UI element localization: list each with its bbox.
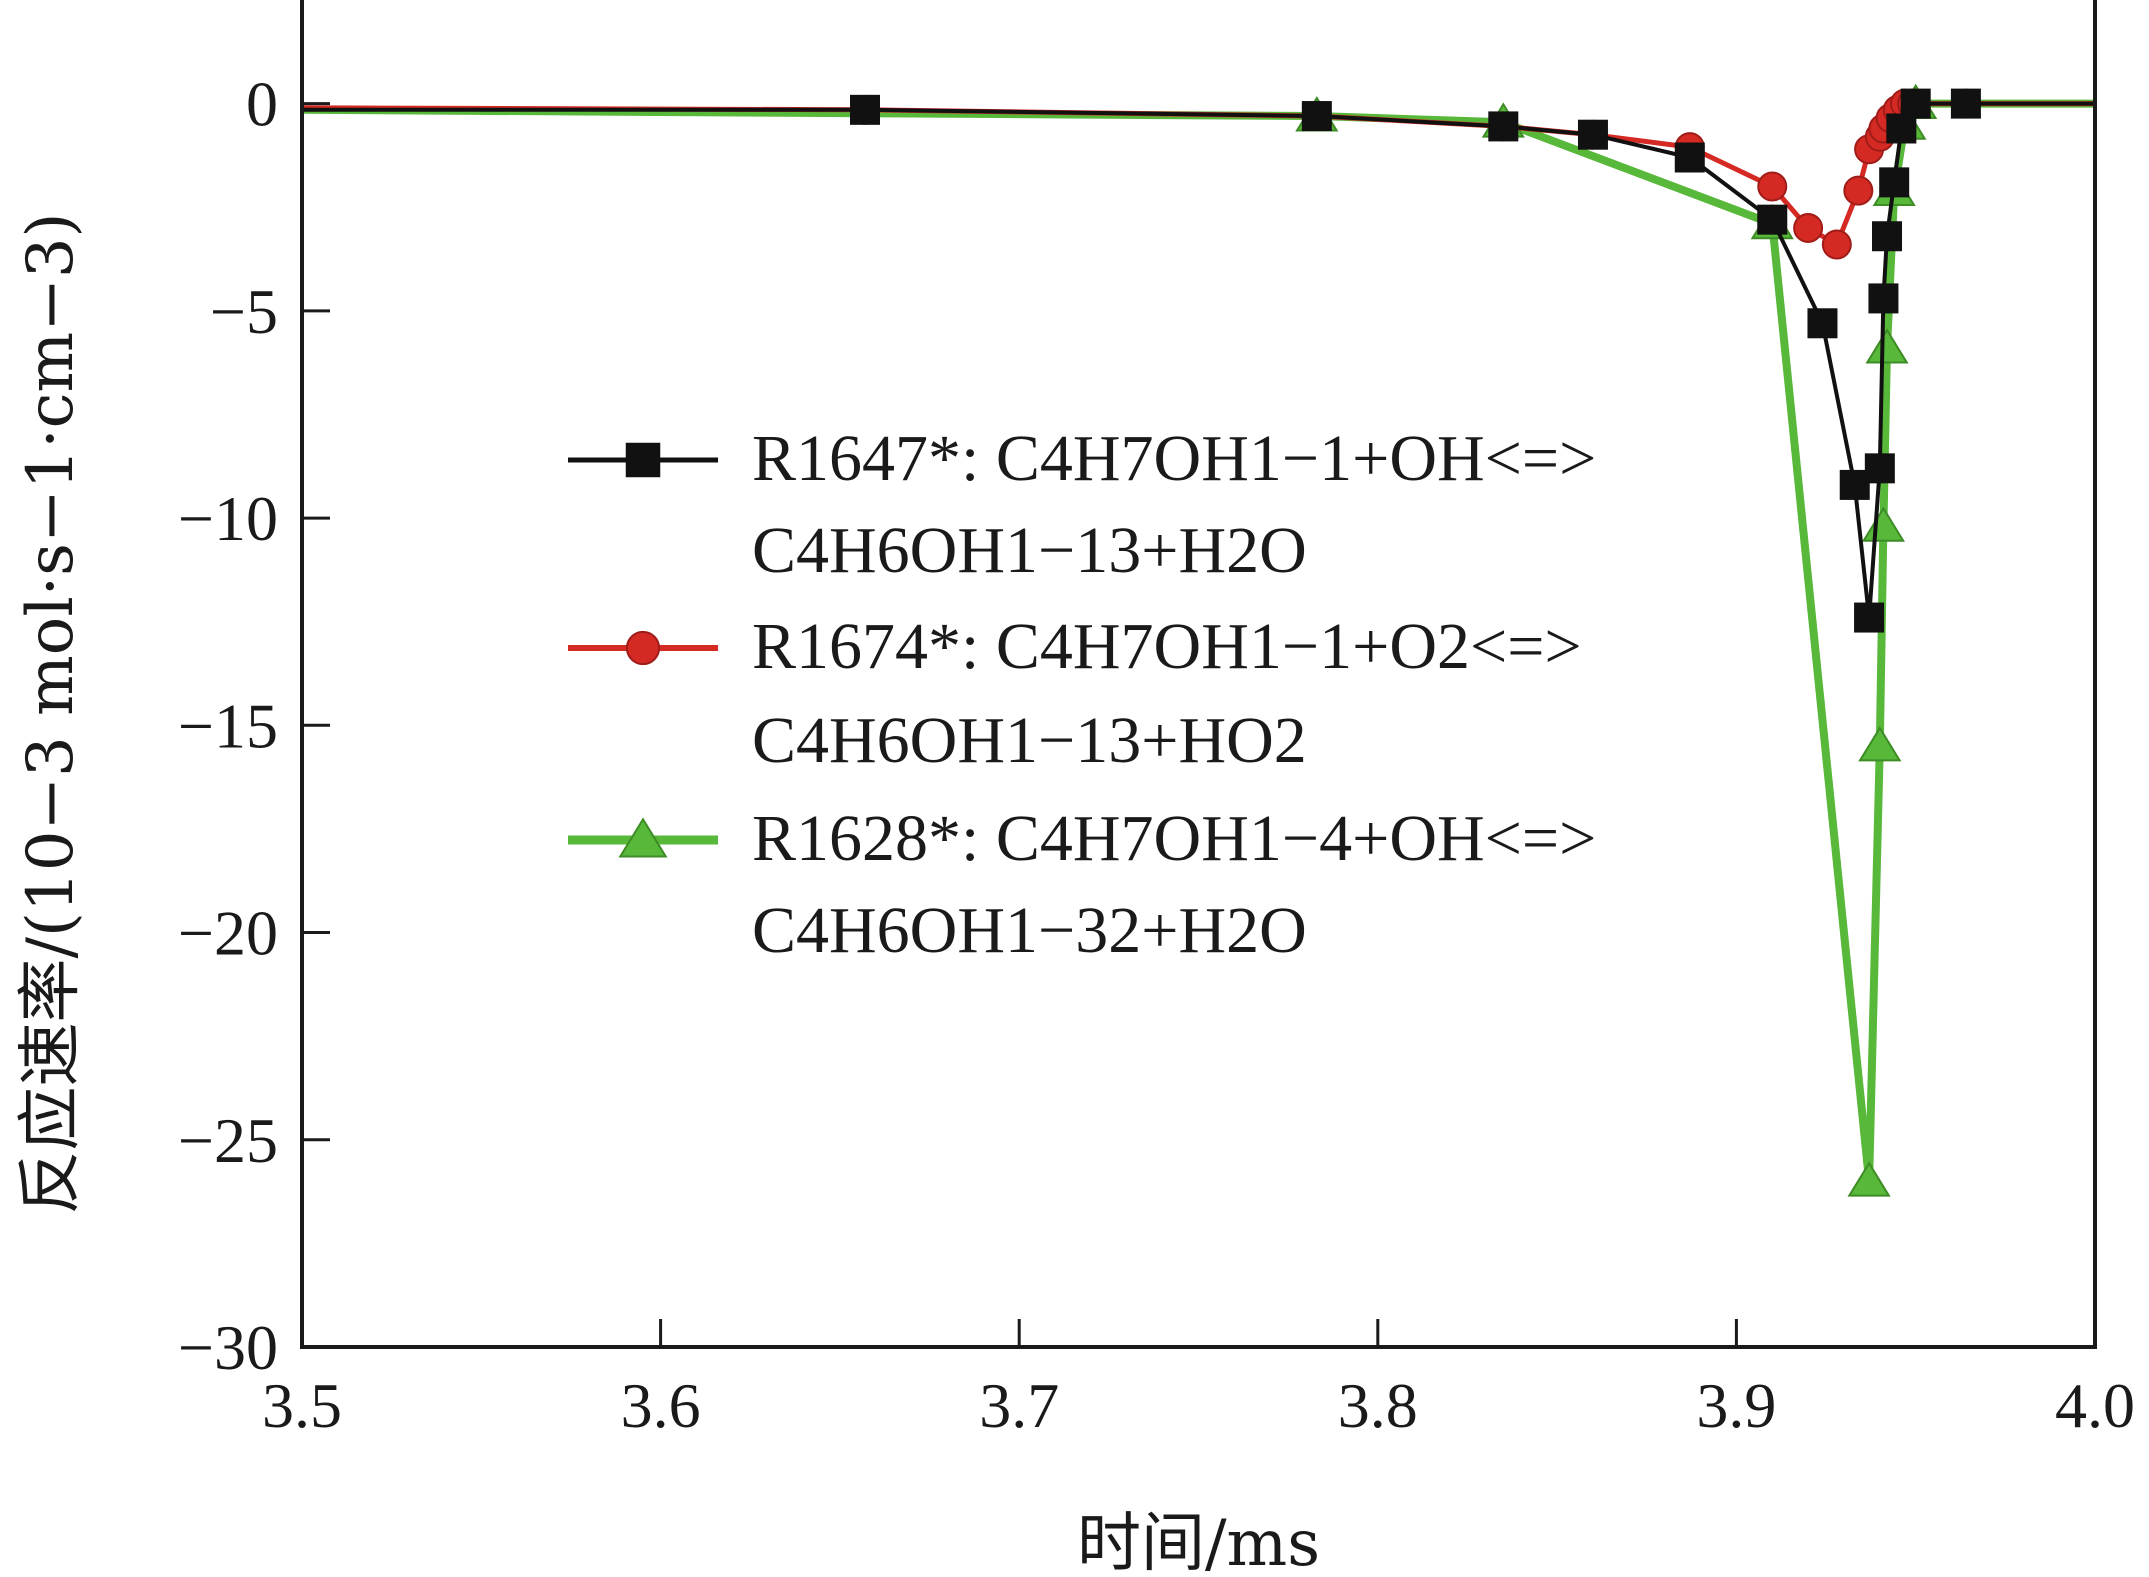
legend: R1647*: C4H7OH1−1+OH<=> C4H6OH1−13+H2O R16…	[568, 422, 1596, 967]
data-point	[1488, 111, 1519, 142]
data-point	[1577, 119, 1608, 150]
data-point	[1854, 602, 1885, 633]
x-tick-label: 3.9	[1696, 1370, 1776, 1441]
data-point	[1950, 88, 1981, 119]
y-axis-title: 反应速率/(10−3 mol·s−1·cm−3)	[14, 212, 88, 1214]
y-tick-label: −10	[178, 483, 278, 554]
data-point	[1674, 142, 1705, 173]
y-tick-label: −5	[210, 276, 278, 347]
x-tick-label: 3.7	[979, 1370, 1059, 1441]
legend-label: R1647*: C4H7OH1−1+OH<=>	[752, 422, 1596, 495]
data-point	[1864, 453, 1895, 484]
data-point	[1879, 167, 1910, 198]
data-point	[850, 94, 881, 125]
data-point	[1861, 506, 1906, 542]
y-tick-label: 0	[246, 69, 278, 140]
data-point	[1868, 283, 1899, 314]
y-tick-label: −15	[178, 690, 278, 761]
legend-marker	[625, 442, 661, 478]
legend-label: R1628*: C4H7OH1−4+OH<=>	[752, 802, 1596, 875]
y-tick-label: −30	[178, 1312, 278, 1383]
data-point	[1839, 469, 1870, 500]
data-point	[1900, 88, 1931, 119]
ticks-layer: 3.5 3.6 3.7 3.8 3.9 4.0 0 −5 −10 −15 −20 −25 −30	[178, 69, 2135, 1441]
data-point	[1843, 175, 1874, 206]
x-axis-title: 时间/ms	[1077, 1507, 1320, 1577]
data-point	[1865, 328, 1909, 364]
data-point	[1757, 171, 1788, 202]
series-square	[302, 88, 2095, 633]
y-tick-label: −20	[178, 898, 278, 969]
data-point	[1807, 308, 1838, 339]
legend-label: R1674*: C4H7OH1−1+O2<=>	[752, 610, 1582, 683]
y-tick-label: −25	[178, 1105, 278, 1176]
legend-label: C4H6OH1−32+H2O	[752, 894, 1307, 967]
legend-label: C4H6OH1−13+HO2	[752, 704, 1307, 777]
data-point	[1872, 221, 1903, 252]
data-point	[1757, 204, 1788, 235]
legend-label: C4H6OH1−13+H2O	[752, 514, 1307, 587]
data-point	[1847, 1161, 1891, 1197]
legend-marker	[618, 817, 668, 858]
series-layer	[302, 83, 2095, 1197]
data-point	[1821, 229, 1852, 260]
series-line	[302, 101, 2095, 247]
data-point	[1793, 212, 1824, 243]
legend-marker	[625, 630, 661, 666]
x-tick-label: 3.5	[262, 1370, 342, 1441]
x-tick-label: 4.0	[2055, 1370, 2135, 1441]
x-tick-label: 3.6	[621, 1370, 701, 1441]
data-point	[1301, 101, 1332, 132]
plot-frame	[300, 0, 2097, 1349]
data-point	[1858, 726, 1902, 762]
x-tick-label: 3.8	[1338, 1370, 1418, 1441]
